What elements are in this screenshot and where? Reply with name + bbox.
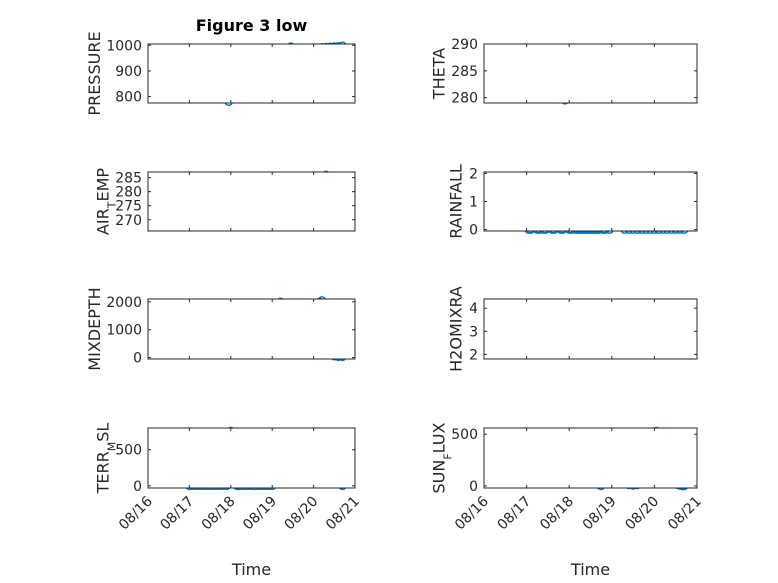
y-tick-label: 290 [451, 37, 478, 53]
x-tick-label: 08/19 [240, 494, 280, 534]
y-axis-label: THETA [430, 48, 449, 100]
x-tick-label: 08/17 [495, 494, 535, 534]
y-tick-label: 2000 [106, 295, 142, 311]
y-tick-label: 285 [451, 64, 478, 80]
y-tick-label: 280 [451, 91, 478, 107]
axes-box [147, 427, 356, 489]
y-tick-label: 270 [115, 213, 142, 229]
y-axis-label: TERRMSL [94, 423, 119, 495]
axes-box [483, 427, 698, 489]
y-tick-label: 2 [469, 166, 478, 182]
chart-title: Figure 3 low [196, 16, 308, 35]
x-tick-label: 08/16 [452, 493, 492, 533]
x-axis-label: Time [570, 560, 610, 579]
y-tick-label: 280 [115, 185, 142, 201]
y-tick-label: 285 [115, 171, 142, 187]
x-tick-label: 08/21 [323, 494, 363, 534]
y-axis-label: SUNFLUX [430, 422, 455, 493]
x-axis-label: Time [231, 560, 271, 579]
y-axis-label: AIRTEMP [94, 168, 119, 235]
axes-box [483, 298, 698, 360]
axes-box [483, 171, 698, 232]
axes-box [483, 43, 698, 104]
x-tick-label: 08/18 [537, 494, 577, 534]
y-tick-label: 1000 [106, 38, 142, 54]
x-tick-label: 08/16 [116, 493, 156, 533]
y-tick-label: 0 [469, 223, 478, 239]
x-tick-label: 08/17 [157, 494, 197, 534]
y-tick-label: 0 [469, 479, 478, 495]
y-tick-label: 4 [469, 301, 478, 317]
y-tick-label: 275 [115, 199, 142, 215]
x-tick-label: 08/21 [665, 494, 705, 534]
y-tick-label: 800 [115, 90, 142, 106]
y-tick-label: 1 [469, 195, 478, 211]
y-tick-label: 0 [133, 479, 142, 495]
x-tick-label: 08/18 [199, 494, 239, 534]
axes-box [147, 43, 356, 104]
x-tick-label: 08/20 [282, 494, 322, 534]
y-axis-label: MIXDEPTH [85, 287, 104, 370]
x-tick-label: 08/20 [622, 494, 662, 534]
y-tick-label: 0 [133, 351, 142, 367]
y-tick-label: 500 [115, 443, 142, 459]
y-tick-label: 900 [115, 64, 142, 80]
axes-box [147, 298, 356, 360]
axes-box [147, 171, 356, 232]
y-tick-label: 500 [451, 427, 478, 443]
y-tick-label: 1000 [106, 323, 142, 339]
y-axis-label: RAINFALL [447, 164, 466, 239]
y-axis-label: PRESSURE [85, 31, 104, 115]
x-tick-label: 08/19 [580, 494, 620, 534]
y-tick-label: 2 [469, 347, 478, 363]
y-axis-label: H2OMIXRA [447, 286, 466, 372]
y-tick-label: 3 [469, 324, 478, 340]
